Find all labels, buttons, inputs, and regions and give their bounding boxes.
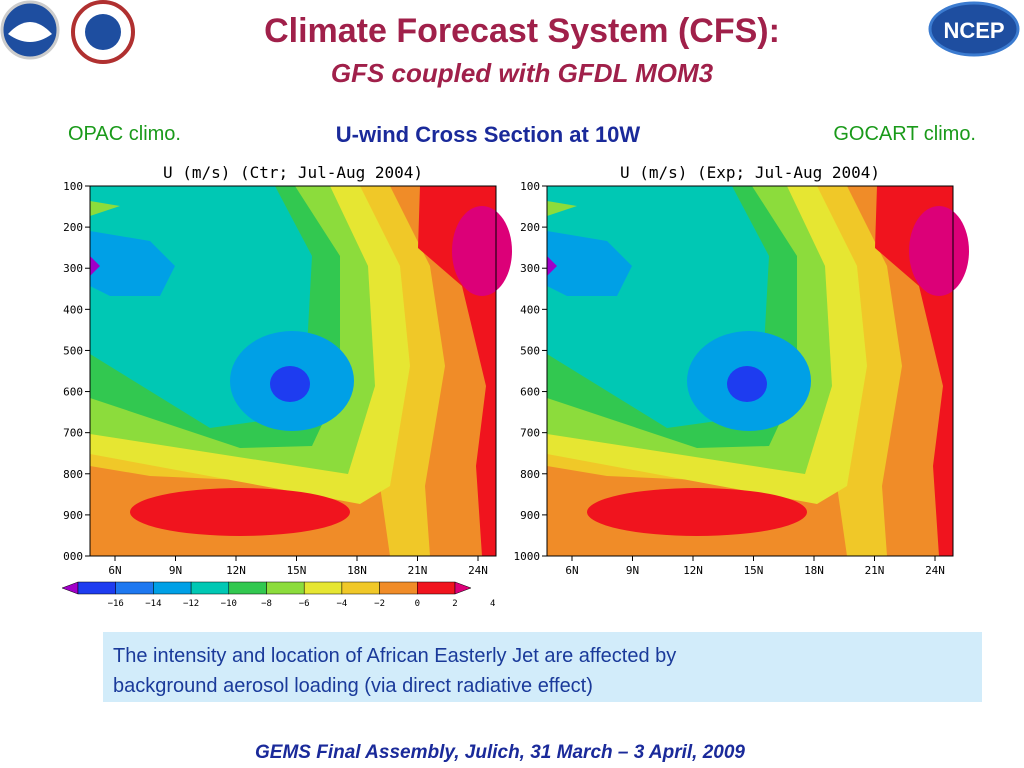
colorbar-label: −2	[374, 599, 385, 609]
subtitle: GFS coupled with GFDL MOM3	[331, 58, 714, 88]
x-tick-label: 21N	[408, 564, 428, 577]
colorbar-label: −6	[299, 599, 310, 609]
label-right: GOCART climo.	[833, 123, 976, 145]
colorbar-cell	[266, 581, 305, 595]
y-tick-label: 200	[520, 221, 540, 234]
colorbar: −16 −14 −12 −10 −8 −6 −4 −2 0 2 4	[61, 581, 495, 609]
colorbar-label: −4	[336, 599, 347, 609]
colorbar-cell	[303, 581, 343, 595]
y-tick-label: 1000	[514, 550, 541, 563]
colorbar-cell	[417, 581, 456, 595]
x-tick-label: 9N	[169, 564, 182, 577]
contour-right	[546, 185, 970, 557]
title: Climate Forecast System (CFS):	[264, 12, 780, 50]
colorbar-label: −12	[183, 599, 199, 609]
x-tick-label: 24N	[925, 564, 945, 577]
footer: GEMS Final Assembly, Julich, 31 March – …	[255, 742, 745, 763]
y-tick-label: 300	[520, 262, 540, 275]
colorbar-cell	[190, 581, 230, 595]
y-tick-label: 800	[520, 468, 540, 481]
y-tick-label: 900	[63, 509, 83, 522]
colorbar-end	[454, 581, 472, 595]
y-tick-label: 700	[63, 427, 83, 440]
y-tick-label: 100	[63, 180, 83, 193]
colorbar-label: −14	[145, 599, 161, 609]
x-tick-label: 12N	[226, 564, 246, 577]
colorbar-cell	[228, 581, 267, 595]
y-tick-label: 600	[63, 386, 83, 399]
textbox-line: The intensity and location of African Ea…	[113, 645, 676, 667]
panel-title: U (m/s) (Exp; Jul-Aug 2004)	[620, 163, 880, 182]
textbox-line: background aerosol loading (via direct r…	[113, 675, 593, 697]
y-tick-label: 500	[63, 344, 83, 357]
panels: U (m/s) (Ctr; Jul-Aug 2004) 100 200 300 400 5…	[63, 163, 945, 577]
y-tick-label: 400	[520, 303, 540, 316]
x-tick-label: 12N	[683, 564, 703, 577]
x-tick-label: 9N	[626, 564, 639, 577]
colorbar-label: −16	[108, 599, 124, 609]
x-tick-label: 18N	[804, 564, 824, 577]
colorbar-cell	[153, 581, 192, 595]
x-tick-label: 24N	[468, 564, 488, 577]
colorbar-label: 4	[490, 599, 495, 609]
x-tick-label: 15N	[744, 564, 764, 577]
textbox	[103, 632, 982, 702]
colorbar-label: 0	[415, 599, 420, 609]
colorbar-label: 2	[452, 599, 457, 609]
y-tick-label: 500	[520, 344, 540, 357]
colorbar-cell	[77, 581, 116, 595]
ncep-logo	[928, 1, 1020, 57]
colorbar-cell	[115, 581, 154, 595]
y-tick-label: 200	[63, 221, 83, 234]
y-tick-label: 100	[520, 180, 540, 193]
panel-title: U (m/s) (Ctr; Jul-Aug 2004)	[163, 163, 423, 182]
colorbar-cell	[341, 581, 380, 595]
y-tick-label: 300	[63, 262, 83, 275]
y-tick-label: 700	[520, 427, 540, 440]
x-tick-label: 15N	[287, 564, 307, 577]
contour-left	[89, 185, 513, 557]
x-tick-label: 21N	[865, 564, 885, 577]
y-tick-label: 800	[63, 468, 83, 481]
label-left: OPAC climo.	[68, 123, 181, 145]
y-tick-label: 400	[63, 303, 83, 316]
y-tick-label: 000	[63, 550, 83, 563]
ncep-text: NCEP	[943, 18, 1004, 43]
y-tick-label: 900	[520, 509, 540, 522]
x-tick-label: 6N	[108, 564, 121, 577]
x-tick-label: 18N	[347, 564, 367, 577]
colorbar-label: −10	[221, 599, 237, 609]
colorbar-end	[61, 581, 79, 595]
colorbar-cell	[379, 581, 418, 595]
label-center: U-wind Cross Section at 10W	[336, 122, 641, 147]
colorbar-label: −8	[261, 599, 272, 609]
y-tick-label: 600	[520, 386, 540, 399]
x-tick-label: 6N	[565, 564, 578, 577]
